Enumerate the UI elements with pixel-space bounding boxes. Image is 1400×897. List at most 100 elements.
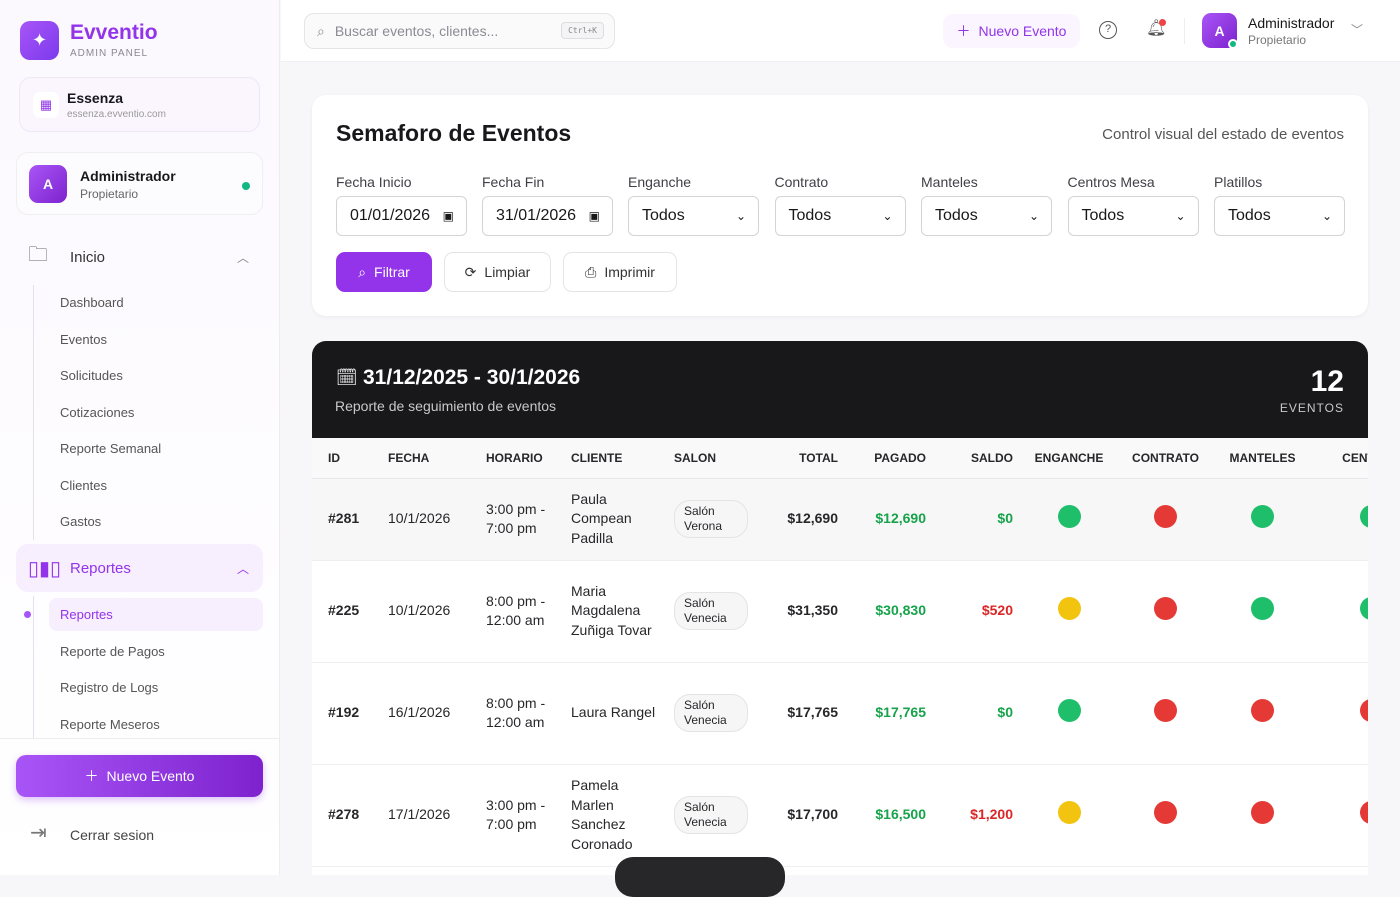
total: $17,700 <box>756 764 846 867</box>
online-status-dot <box>1228 39 1238 49</box>
select-value: Todos <box>788 207 832 224</box>
select-label: Contrato <box>774 174 829 190</box>
brand-subtitle: ADMIN PANEL <box>70 48 149 59</box>
select-value: Todos <box>935 207 978 224</box>
sidebar-new-event-button[interactable]: ＋ Nuevo Evento <box>16 755 263 797</box>
contrato-select[interactable]: Todos ⌄ <box>774 196 906 236</box>
salon-badge: Salón Venecia <box>674 796 748 834</box>
shortcut-hint: Ctrl+K <box>561 22 604 39</box>
sidebar-item-reporte-meseros[interactable]: Reporte Meseros <box>60 716 160 732</box>
calendar-icon: ▣ <box>442 209 454 223</box>
nav-inicio[interactable]: 🗀 Inicio ︿ <box>16 233 263 281</box>
chevron-up-icon: ︿ <box>236 250 249 265</box>
fecha-fin-value: 31/01/2026 <box>496 207 577 224</box>
clear-button[interactable]: ⟳ Limpiar <box>444 252 551 292</box>
top-bar: ⌕ Buscar eventos, clientes... Ctrl+K ＋ Nuev… <box>281 0 1400 62</box>
column-header[interactable]: TOTAL <box>756 438 846 479</box>
manteles-select[interactable]: Todos ⌄ <box>921 196 1052 236</box>
search-input[interactable]: ⌕ Buscar eventos, clientes... Ctrl+K <box>304 13 615 49</box>
sidebar-item-reportes[interactable]: Reportes <box>60 607 113 622</box>
filter-button[interactable]: ⌕ Filtrar <box>336 252 432 292</box>
plus-icon: ＋ <box>84 768 99 784</box>
filter-label: Filtrar <box>374 264 410 280</box>
user-name: Administrador <box>80 168 176 184</box>
status-cell <box>1214 662 1311 765</box>
sidebar-item-cotizaciones[interactable]: Cotizaciones <box>60 404 135 420</box>
total: $12,690 <box>756 478 846 561</box>
sidebar: ✦ Evventio ADMIN PANEL ▦ Essenza essenza… <box>0 0 280 875</box>
sidebar-item-reporte-semanal[interactable]: Reporte Semanal <box>60 441 162 456</box>
select-value: Todos <box>1228 207 1271 224</box>
logout-link[interactable]: Cerrar sesion <box>70 827 155 843</box>
event-id: #225 <box>312 560 380 663</box>
balance: $520 <box>934 560 1021 663</box>
sidebar-item-eventos[interactable]: Eventos <box>60 331 107 347</box>
status-dot-yellow <box>1057 800 1081 824</box>
table-row[interactable]: #278 17/1/2026 3:00 pm - 7:00 pm Pamela Mar… <box>312 764 1368 867</box>
nav-reportes[interactable]: ▯▮▯ Reportes ︿ <box>16 544 263 592</box>
enganche-select[interactable]: Todos ⌄ <box>628 196 759 236</box>
event-id: #281 <box>312 478 380 561</box>
sidebar-item-clientes[interactable]: Clientes <box>60 477 107 493</box>
chevron-down-icon: ⌄ <box>882 209 893 223</box>
floating-toolbar[interactable] <box>615 857 785 897</box>
event-date: 10/1/2026 <box>380 560 478 663</box>
print-button[interactable]: ⎙ Imprimir <box>563 252 677 292</box>
status-dot-red <box>1251 698 1274 722</box>
column-header[interactable]: CONTRATO <box>1117 438 1214 479</box>
column-header[interactable]: CENTROS <box>1311 438 1368 479</box>
header-avatar[interactable]: A <box>1202 13 1237 48</box>
brand-name: Evventio <box>70 21 158 44</box>
report-subtitle: Reporte de seguimiento de eventos <box>335 398 557 414</box>
table-row[interactable]: #281 10/1/2026 3:00 pm - 7:00 pm Paula Comp… <box>312 478 1368 561</box>
divider <box>1184 18 1185 44</box>
table-row[interactable]: #225 10/1/2026 8:00 pm - 12:00 am Maria Mag… <box>312 560 1368 663</box>
column-header[interactable]: PAGADO <box>846 438 934 479</box>
sidebar-item-registro-de-logs[interactable]: Registro de Logs <box>60 680 159 695</box>
client-name: Laura Rangel <box>563 662 666 765</box>
header-new-event-button[interactable]: ＋ Nuevo Evento <box>943 14 1080 48</box>
column-header[interactable]: SALON <box>666 438 756 479</box>
total: $31,350 <box>756 560 846 663</box>
status-dot-red <box>1251 800 1274 824</box>
print-label: Imprimir <box>604 264 655 280</box>
filter-panel: Semaforo de Eventos Control visual del e… <box>312 95 1368 316</box>
column-header[interactable]: FECHA <box>380 438 478 479</box>
sidebar-item-reporte-de-pagos[interactable]: Reporte de Pagos <box>60 643 165 659</box>
client-name: Maria Magdalena Zuñiga Tovar <box>563 560 666 663</box>
platillos-select[interactable]: Todos ⌄ <box>1214 196 1345 236</box>
new-event-label: Nuevo Evento <box>978 23 1067 39</box>
sidebar-item-dashboard[interactable]: Dashboard <box>60 295 124 310</box>
nav-tree-line <box>33 285 34 540</box>
search-icon: ⌕ <box>358 263 367 280</box>
fecha-fin-input[interactable]: 31/01/2026 ▣ <box>482 196 613 236</box>
salon-badge: Salón Venecia <box>674 694 748 732</box>
column-header[interactable]: CLIENTE <box>563 438 666 479</box>
nav-inicio-label: Inicio <box>70 248 106 266</box>
balance: $1,200 <box>934 764 1021 867</box>
sidebar-item-gastos[interactable]: Gastos <box>60 514 102 529</box>
salon-cell: Salón Verona <box>666 478 756 561</box>
fecha-inicio-label: Fecha Inicio <box>336 174 412 190</box>
select-label: Platillos <box>1214 174 1263 190</box>
centros-mesa-select[interactable]: Todos ⌄ <box>1067 196 1199 236</box>
column-header[interactable]: ID <box>312 438 380 479</box>
column-header[interactable]: ENGANCHE <box>1021 438 1117 479</box>
chevron-down-icon[interactable]: ﹀ <box>1351 23 1364 37</box>
tenant-card[interactable]: ▦ Essenza essenza.evventio.com <box>19 77 260 132</box>
folder-icon: 🗀 <box>28 244 48 266</box>
select-value: Todos <box>1081 207 1125 224</box>
notification-badge <box>1159 19 1166 26</box>
user-card[interactable]: A Administrador Propietario <box>16 152 263 215</box>
table-row[interactable]: #192 16/1/2026 8:00 pm - 12:00 am Laura Ran… <box>312 662 1368 765</box>
sidebar-item-solicitudes[interactable]: Solicitudes <box>60 368 123 383</box>
calendar-icon: 🗓︎ <box>336 368 358 387</box>
status-cell <box>1021 662 1117 765</box>
help-icon[interactable]: ? <box>1099 21 1117 39</box>
column-header[interactable]: MANTELES <box>1214 438 1311 479</box>
event-time: 3:00 pm - 7:00 pm <box>478 478 563 561</box>
fecha-inicio-input[interactable]: 01/01/2026 ▣ <box>336 196 467 236</box>
column-header[interactable]: HORARIO <box>478 438 563 479</box>
fecha-inicio-value: 01/01/2026 <box>350 207 431 224</box>
column-header[interactable]: SALDO <box>934 438 1021 479</box>
